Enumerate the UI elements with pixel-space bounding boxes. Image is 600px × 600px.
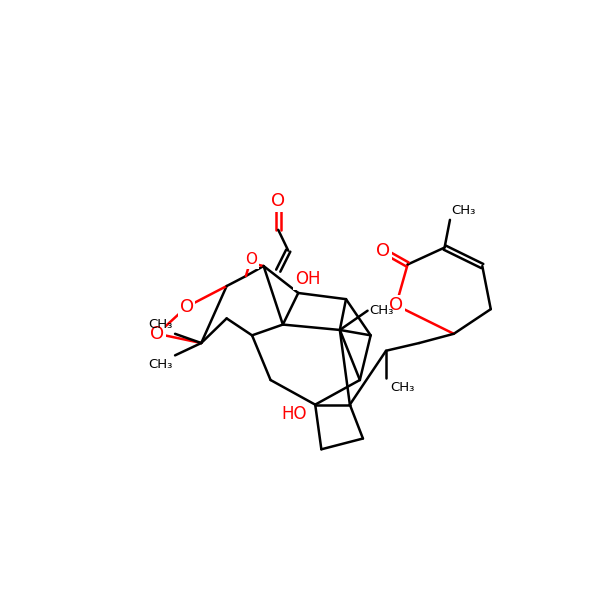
Text: CH₃: CH₃	[390, 381, 414, 394]
Text: CH₃: CH₃	[148, 358, 173, 371]
Text: O: O	[376, 242, 390, 260]
Text: CH₃: CH₃	[148, 319, 173, 331]
Text: O: O	[271, 193, 286, 211]
Text: O: O	[150, 325, 164, 343]
Text: CH₃: CH₃	[451, 204, 476, 217]
Text: CH₃: CH₃	[369, 304, 394, 317]
Text: OH: OH	[295, 270, 320, 288]
Text: O: O	[389, 296, 403, 314]
Text: HO: HO	[281, 405, 307, 423]
Text: O: O	[179, 298, 194, 316]
Text: O: O	[245, 253, 257, 268]
